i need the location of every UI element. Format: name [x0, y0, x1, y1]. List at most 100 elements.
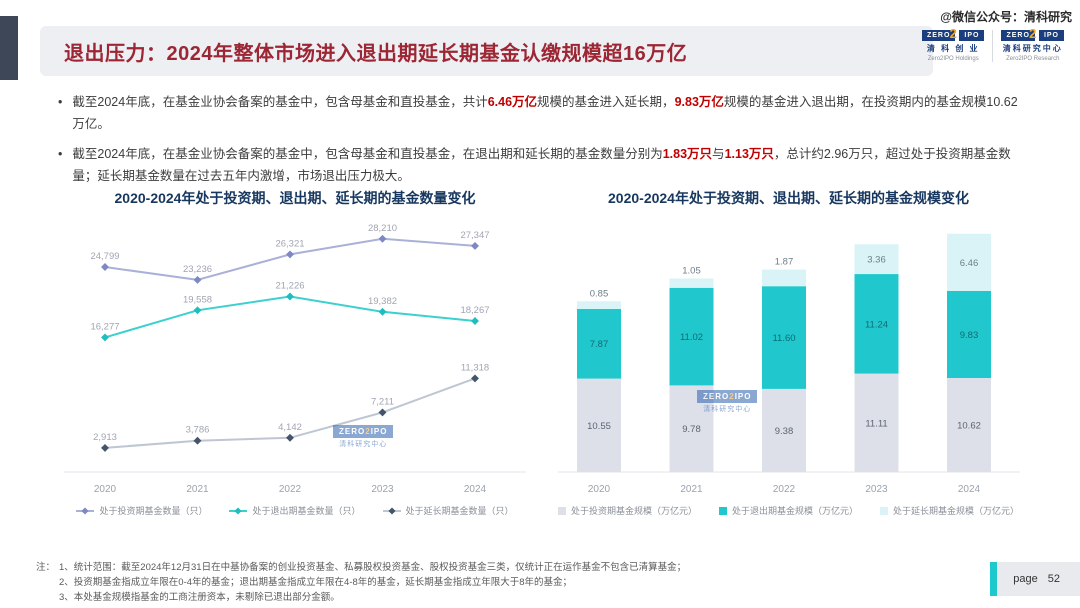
- legend-label: 处于延长期基金数量（只）: [405, 506, 514, 516]
- footnote-1: 1、统计范围：截至2024年12月31日在中基协备案的创业投资基金、私募股权投资…: [59, 562, 687, 573]
- svg-text:2020: 2020: [587, 484, 610, 495]
- legend-item: 处于延长期基金数量（只）: [382, 504, 514, 517]
- svg-text:11.24: 11.24: [864, 319, 887, 330]
- bullet-item: • 截至2024年底，在基金业协会备案的基金中，包含母基金和直投基金，在退出期和延…: [58, 144, 1026, 188]
- svg-text:9.83: 9.83: [959, 330, 978, 341]
- logo-en-label: Zero2IPO Holdings: [927, 56, 979, 62]
- svg-text:11.02: 11.02: [679, 332, 702, 343]
- chart-legend: 处于投资期基金数量（只） 处于退出期基金数量（只） 处于延长期基金数量（只）: [55, 504, 535, 517]
- footnote-prefix: 注：: [36, 562, 56, 573]
- legend-marker-icon: [718, 506, 727, 515]
- legend-item: 处于退出期基金规模（万亿元）: [718, 504, 858, 517]
- bullet-text: 截至2024年底，在基金业协会备案的基金中，包含母基金和直投基金，在退出期和延长…: [72, 146, 1011, 183]
- bullet-marker: •: [58, 95, 63, 109]
- line-chart-legend-wrap: 处于投资期基金数量（只） 处于退出期基金数量（只） 处于延长期基金数量（只）: [55, 504, 535, 517]
- svg-text:4,142: 4,142: [278, 422, 302, 433]
- zero2ipo-logo-icon: ZERO IPO 2: [921, 27, 985, 41]
- logo-zero2ipo-holdings: ZERO IPO 2 清 科 创 业 Zero2IPO Holdings: [914, 27, 993, 62]
- page-accent-bar: [990, 562, 998, 596]
- svg-text:23,236: 23,236: [183, 264, 212, 275]
- chart-title-left: 2020-2024年处于投资期、退出期、延长期的基金数量变化: [114, 190, 476, 206]
- bullet-item: • 截至2024年底，在基金业协会备案的基金中，包含母基金和直投基金，共计6.46…: [58, 92, 1026, 136]
- svg-text:28,210: 28,210: [368, 223, 397, 234]
- bar-chart-body: 2020 2021 2022 2023 2024 10.55 7.87 0.85 9.78 11.…: [552, 210, 1025, 502]
- svg-text:2024: 2024: [464, 484, 487, 495]
- svg-text:2022: 2022: [772, 484, 795, 495]
- zero2ipo-logo-icon: ZERO IPO 2: [1001, 27, 1064, 41]
- bar-chart-svg: 2020 2021 2022 2023 2024 10.55 7.87 0.85 9.78 11.…: [557, 233, 1020, 495]
- svg-text:21,226: 21,226: [275, 281, 304, 292]
- legend-item: 处于退出期基金数量（只）: [229, 504, 361, 517]
- svg-text:2020: 2020: [94, 484, 117, 495]
- bullet-marker: •: [58, 146, 63, 161]
- line-chart-body: 2020 2021 2022 2023 2024 24,799 23,236 26,321 28…: [55, 210, 535, 502]
- legend-item: 处于投资期基金规模（万亿元）: [557, 504, 697, 517]
- page-label: page: [1013, 573, 1038, 585]
- svg-text:26,321: 26,321: [275, 238, 304, 249]
- svg-text:19,558: 19,558: [183, 294, 212, 305]
- svg-text:2022: 2022: [279, 484, 302, 495]
- logo-en-label: Zero2IPO Research: [1006, 56, 1060, 62]
- logo-cn-label: 清 科 创 业: [926, 44, 980, 53]
- legend-marker-icon: [880, 506, 888, 515]
- legend-label: 处于退出期基金数量（只）: [252, 506, 361, 516]
- fund-count-chart: 2020-2024年处于投资期、退出期、延长期的基金数量变化 2020 2021 2…: [55, 188, 535, 517]
- legend-marker-icon: [229, 506, 248, 515]
- bar-chart-legend-wrap: 处于投资期基金规模（万亿元） 处于退出期基金规模（万亿元） 处于延长期基金规模（万亿…: [552, 504, 1025, 517]
- legend-item: 处于投资期基金数量（只）: [76, 504, 207, 517]
- svg-text:7.87: 7.87: [589, 339, 608, 350]
- svg-text:10.55: 10.55: [587, 421, 611, 432]
- logo-cn-label: 清科研究中心: [1002, 44, 1063, 53]
- title-bar: 退出压力：2024年整体市场进入退出期延长期基金认缴规模超16万亿: [40, 26, 933, 76]
- page-number: 52: [1047, 573, 1060, 585]
- svg-text:18,267: 18,267: [460, 305, 489, 316]
- svg-text:2023: 2023: [865, 484, 888, 495]
- brand-logos: ZERO IPO 2 清 科 创 业 Zero2IPO Holdings ZER…: [914, 27, 1072, 62]
- svg-text:1.87: 1.87: [774, 257, 793, 268]
- legend-label: 处于延长期基金规模（万亿元）: [893, 506, 1020, 516]
- svg-text:2021: 2021: [680, 484, 703, 495]
- legend-label: 处于投资期基金规模（万亿元）: [570, 506, 697, 516]
- page-indicator: page 52: [990, 562, 1080, 596]
- svg-text:2023: 2023: [371, 484, 394, 495]
- svg-text:0.85: 0.85: [589, 288, 608, 299]
- svg-text:27,347: 27,347: [460, 230, 489, 241]
- legend-marker-icon: [382, 506, 401, 515]
- svg-text:6.46: 6.46: [959, 258, 978, 269]
- svg-text:11.11: 11.11: [865, 418, 887, 429]
- svg-text:9.38: 9.38: [774, 426, 793, 437]
- svg-text:19,382: 19,382: [368, 296, 397, 307]
- svg-text:11,318: 11,318: [461, 362, 489, 373]
- footnotes: 注： 1、统计范围：截至2024年12月31日在中基协备案的创业投资基金、私募股…: [36, 560, 686, 606]
- svg-text:1.05: 1.05: [682, 265, 701, 276]
- social-handle: @微信公众号：清科研究: [940, 10, 1072, 24]
- logo-zero2ipo-research: ZERO IPO 2 清科研究中心 Zero2IPO Research: [992, 27, 1072, 62]
- svg-text:10.62: 10.62: [957, 420, 981, 431]
- svg-text:11.60: 11.60: [772, 333, 795, 344]
- legend-marker-icon: [76, 506, 95, 515]
- line-chart-svg: 2020 2021 2022 2023 2024 24,799 23,236 26,321 28…: [64, 223, 526, 495]
- bullet-text: 截至2024年底，在基金业协会备案的基金中，包含母基金和直投基金，共计6.46万…: [72, 95, 1018, 131]
- svg-text:3.36: 3.36: [867, 255, 886, 266]
- svg-text:9.78: 9.78: [682, 424, 701, 435]
- chart-title-right: 2020-2024年处于投资期、退出期、延长期的基金规模变化: [608, 190, 969, 206]
- legend-marker-icon: [557, 506, 566, 515]
- legend-label: 处于投资期基金数量（只）: [99, 506, 208, 516]
- bullet-list: • 截至2024年底，在基金业协会备案的基金中，包含母基金和直投基金，共计6.46…: [58, 92, 1026, 196]
- footnote-3: 3、本处基金规模指基金的工商注册资本，未剔除已退出部分金额。: [59, 592, 340, 604]
- svg-text:3,786: 3,786: [186, 425, 210, 436]
- footnote-items: 1、统计范围：截至2024年12月31日在中基协备案的创业投资基金、私募股权投资…: [59, 560, 686, 606]
- page-title: 退出压力：2024年整体市场进入退出期延长期基金认缴规模超16万亿: [64, 42, 688, 65]
- fund-scale-chart: 2020-2024年处于投资期、退出期、延长期的基金规模变化 2020 2021 2…: [552, 188, 1025, 517]
- svg-text:2,913: 2,913: [93, 432, 117, 443]
- legend-item: 处于延长期基金规模（万亿元）: [880, 504, 1019, 517]
- legend-label: 处于退出期基金规模（万亿元）: [731, 506, 858, 516]
- footnote-2: 2、投资期基金指成立年限在0-4年的基金；退出期基金指成立年限在4-8年的基金，…: [59, 577, 573, 589]
- svg-text:2024: 2024: [957, 484, 980, 495]
- svg-text:7,211: 7,211: [371, 396, 394, 407]
- svg-text:2021: 2021: [186, 484, 209, 495]
- chart-legend: 处于投资期基金规模（万亿元） 处于退出期基金规模（万亿元） 处于延长期基金规模（万亿…: [552, 504, 1025, 517]
- title-accent-block: [0, 16, 18, 80]
- svg-text:24,799: 24,799: [90, 251, 119, 262]
